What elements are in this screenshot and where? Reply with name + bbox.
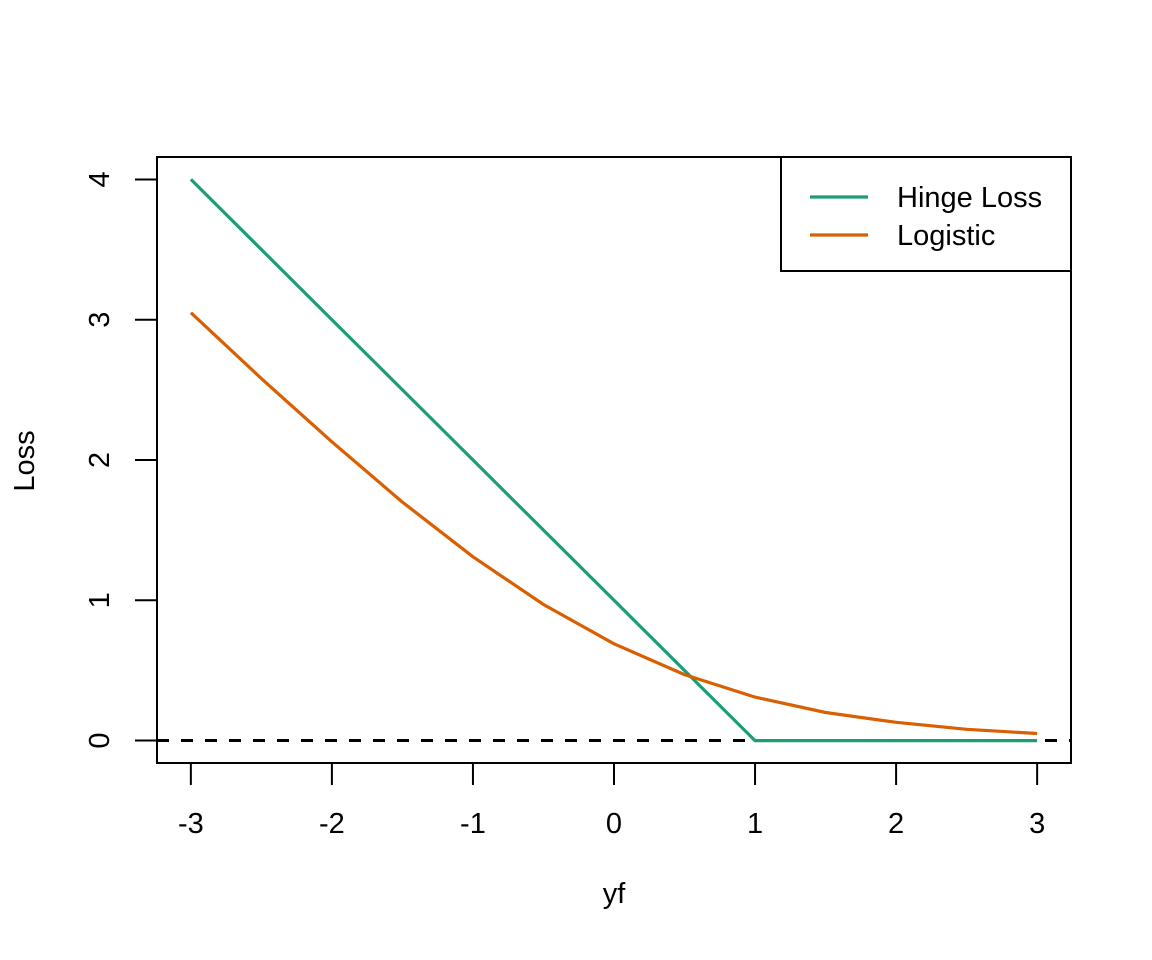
series-line-logistic — [189, 311, 1038, 736]
x-tick-label: 0 — [606, 808, 622, 840]
x-axis-title: yf — [603, 878, 627, 910]
y-tick-label: 0 — [84, 732, 116, 748]
x-tick-label: -2 — [319, 808, 345, 840]
legend-label-logistic: Logistic — [897, 220, 995, 252]
x-tick-label: 1 — [747, 808, 763, 840]
x-tick-label: -3 — [178, 808, 204, 840]
y-tick-label: 4 — [84, 171, 116, 187]
y-tick-label: 3 — [84, 312, 116, 328]
y-tick-label: 1 — [84, 592, 116, 608]
legend-box — [780, 156, 1072, 272]
axis-layer: -3 -2 -1 0 1 2 3 0 1 2 3 4 — [84, 171, 1045, 840]
y-axis-title: Loss — [9, 430, 41, 491]
x-tick-label: 2 — [888, 808, 904, 840]
legend: Hinge Loss Logistic — [780, 156, 1072, 272]
x-tick-label: -1 — [460, 808, 486, 840]
legend-label-hinge-loss: Hinge Loss — [897, 182, 1042, 214]
x-tick-label: 3 — [1029, 808, 1045, 840]
y-tick-label: 2 — [84, 452, 116, 468]
series-line-hinge-loss — [189, 178, 1038, 743]
